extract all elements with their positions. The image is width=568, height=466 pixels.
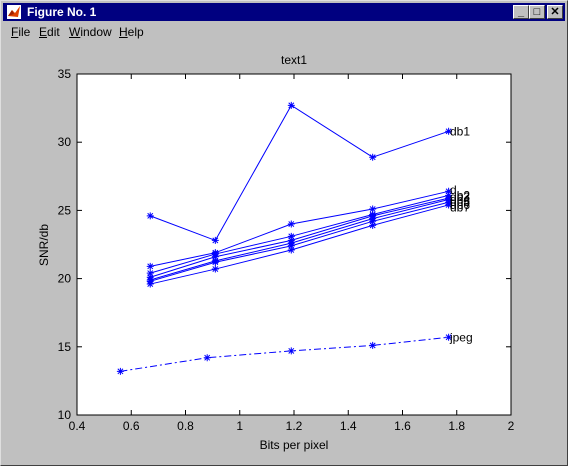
axes-area (77, 74, 511, 415)
x-tick-label: 1 (236, 419, 243, 433)
data-point-db2 (146, 262, 154, 270)
x-tick-label: 1.2 (286, 419, 303, 433)
y-tick-label: 20 (58, 272, 72, 286)
menu-file[interactable]: File (11, 25, 31, 39)
x-tick-label: 0.4 (69, 419, 86, 433)
close-button[interactable]: ✕ (547, 5, 563, 19)
data-point-jpeg (369, 341, 377, 349)
data-point-db3 (146, 269, 154, 277)
menu-edit[interactable]: Edit (39, 25, 60, 39)
window-title: Figure No. 1 (27, 5, 97, 19)
data-point-db2 (287, 220, 295, 228)
x-tick-label: 1.4 (340, 419, 357, 433)
series-end-label: db4 (450, 192, 470, 206)
chart-title: text1 (281, 53, 307, 67)
y-tick-label: 30 (58, 135, 72, 149)
series-end-label: db3 (450, 190, 470, 204)
data-point-db1 (445, 127, 453, 135)
y-tick-label: 15 (58, 340, 72, 354)
data-point-db4 (211, 253, 219, 261)
figure-canvas: text1 Bits per pixel SNR/db 0.4 0.6 0.8 1 1.… (37, 53, 515, 452)
menu-help[interactable]: Help (119, 25, 144, 39)
data-point-db6 (211, 258, 219, 266)
maximize-button[interactable]: □ (529, 5, 545, 19)
data-point-db2 (445, 187, 453, 195)
data-point-db1 (287, 101, 295, 109)
series-end-label: db5 (450, 195, 470, 209)
y-tick-label: 35 (58, 67, 72, 81)
matlab-logo-icon (7, 5, 21, 19)
data-point-db1 (369, 153, 377, 161)
data-point-jpeg (445, 333, 453, 341)
data-point-db6 (287, 242, 295, 250)
x-tick-label: 1.6 (394, 419, 411, 433)
y-axis-label: SNR/db (37, 224, 51, 266)
series-end-label: jpeg (449, 330, 473, 344)
data-point-jpeg (116, 367, 124, 375)
y-tick-label: 25 (58, 203, 72, 217)
minimize-button[interactable]: _ (513, 5, 529, 19)
x-axis-label: Bits per pixel (260, 438, 329, 452)
series-end-label: b2 (457, 188, 471, 202)
x-tick-label: 0.6 (123, 419, 140, 433)
data-point-jpeg (287, 347, 295, 355)
data-point-db7 (445, 201, 453, 209)
y-tick-label: 10 (58, 408, 72, 422)
title-bar[interactable]: Figure No. 1 _ □ ✕ (3, 3, 565, 21)
data-point-db1 (211, 236, 219, 244)
data-point-db7 (287, 246, 295, 254)
data-point-db6 (369, 217, 377, 225)
menu-bar: File Edit Window Help (3, 23, 565, 41)
x-tick-label: 2 (508, 419, 515, 433)
series-end-label: db6 (450, 198, 470, 212)
data-point-jpeg (203, 354, 211, 362)
data-point-db1 (146, 212, 154, 220)
series-end-label: db7 (450, 201, 470, 215)
data-point-db7 (211, 265, 219, 273)
series-end-label: d (450, 183, 457, 197)
series-end-label: db1 (450, 124, 470, 138)
x-tick-label: 0.8 (177, 419, 194, 433)
data-point-db7 (146, 280, 154, 288)
x-tick-label: 1.8 (448, 419, 465, 433)
data-point-db2 (369, 205, 377, 213)
data-point-db3 (287, 232, 295, 240)
data-point-db7 (369, 221, 377, 229)
menu-window[interactable]: Window (69, 25, 112, 39)
